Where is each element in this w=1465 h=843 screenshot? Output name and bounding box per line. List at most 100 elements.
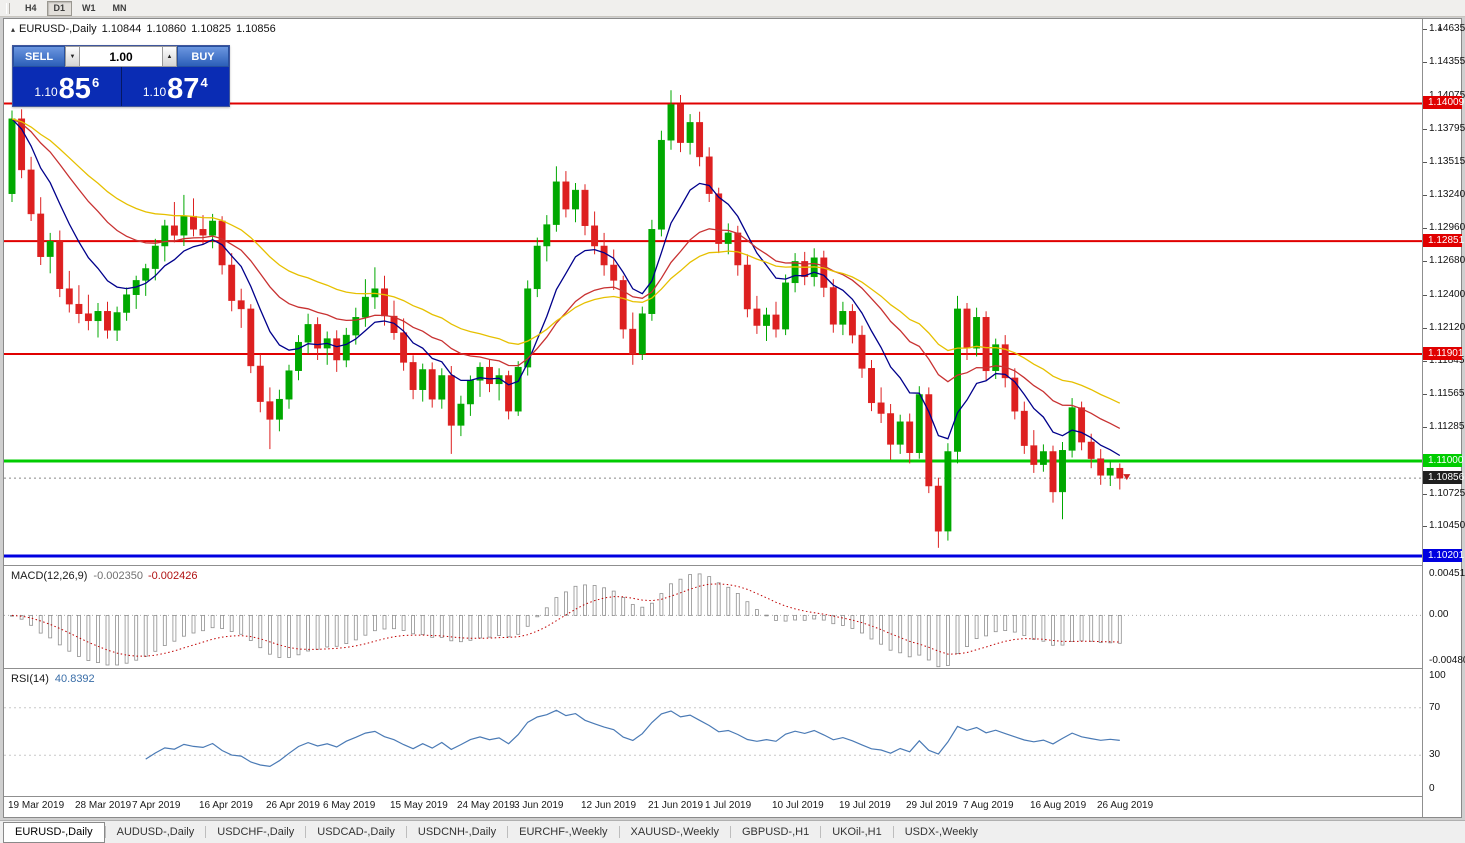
rsi-axis-label: 70 bbox=[1429, 702, 1441, 713]
date-axis-label: 7 Apr 2019 bbox=[132, 800, 181, 811]
ohlc-high: 1.10860 bbox=[146, 23, 187, 35]
price-axis-label: 1.12400 bbox=[1429, 289, 1465, 300]
price-axis-tick bbox=[1423, 494, 1427, 495]
rsi-axis-label: 0 bbox=[1429, 783, 1435, 794]
price-axis-label: 1.12120 bbox=[1429, 322, 1465, 333]
buy-price-prefix: 1.10 bbox=[142, 85, 167, 99]
price-axis-tick bbox=[1423, 29, 1427, 30]
tab-separator bbox=[104, 826, 106, 838]
tab-separator bbox=[205, 826, 207, 838]
date-axis-label: 1 Jul 2019 bbox=[705, 800, 752, 811]
date-axis-label: 19 Mar 2019 bbox=[8, 800, 65, 811]
sell-button[interactable]: SELL bbox=[13, 46, 65, 67]
price-tag: 1.11000 bbox=[1423, 454, 1463, 467]
one-click-trading-panel: SELL ▼ ▲ BUY 1.10 85 6 1.10 87 4 bbox=[12, 45, 230, 107]
price-axis-tick bbox=[1423, 162, 1427, 163]
price-axis-tick bbox=[1423, 295, 1427, 296]
timeframe-button-w1[interactable]: W1 bbox=[82, 2, 96, 13]
timeframe-toolbar: H4 D1 W1 MN bbox=[0, 0, 1465, 17]
price-chart-canvas[interactable] bbox=[4, 19, 1422, 565]
price-axis-tick bbox=[1423, 62, 1427, 63]
date-axis-label: 21 Jun 2019 bbox=[648, 800, 704, 811]
rsi-canvas[interactable] bbox=[4, 669, 1422, 796]
chart-tab-usdchf-daily[interactable]: USDCHF-,Daily bbox=[217, 825, 295, 838]
buy-price[interactable]: 1.10 87 4 bbox=[120, 67, 230, 106]
sell-price-prefix: 1.10 bbox=[34, 85, 58, 99]
price-axis-label: 1.10450 bbox=[1429, 520, 1465, 531]
date-axis-label: 3 Jun 2019 bbox=[514, 800, 564, 811]
panel-separator-macd[interactable] bbox=[4, 565, 1461, 566]
trade-panel-controls: SELL ▼ ▲ BUY bbox=[13, 46, 229, 67]
ohlc-close: 1.10856 bbox=[235, 23, 276, 35]
trade-panel-prices: 1.10 85 6 1.10 87 4 bbox=[13, 67, 229, 106]
timeframe-buttons: H4 D1 W1 MN bbox=[18, 0, 137, 16]
price-axis-tick bbox=[1423, 228, 1427, 229]
macd-name: MACD(12,26,9) bbox=[11, 570, 88, 582]
chart-tab-usdx-weekly[interactable]: USDX-,Weekly bbox=[904, 825, 978, 838]
buy-price-big: 87 bbox=[167, 73, 200, 105]
tab-separator bbox=[507, 826, 509, 838]
price-axis-label: 1.12960 bbox=[1429, 222, 1465, 233]
price-axis-tick bbox=[1423, 195, 1427, 196]
panel-separator-dates[interactable] bbox=[4, 796, 1461, 797]
sell-price-pip: 6 bbox=[91, 75, 100, 90]
date-axis-label: 26 Apr 2019 bbox=[266, 800, 320, 811]
price-axis-label: 1.14635 bbox=[1429, 23, 1465, 34]
price-axis-label: 1.13515 bbox=[1429, 156, 1465, 167]
tab-separator bbox=[820, 826, 822, 838]
lot-increase-button[interactable]: ▲ bbox=[162, 46, 177, 67]
price-axis[interactable]: ▲ 1.14635 1.14355 1.14075 1.13795 1.13515 1.1… bbox=[1422, 19, 1465, 817]
chart-title: ▴ EURUSD-,Daily 1.10844 1.10860 1.10825 1.108… bbox=[11, 23, 276, 35]
chart-tab-eurchf-weekly[interactable]: EURCHF-,Weekly bbox=[519, 825, 608, 838]
chart-tab-usdcnh-daily[interactable]: USDCNH-,Daily bbox=[417, 825, 497, 838]
axis-scroll-up-icon[interactable]: ▲ bbox=[1436, 23, 1444, 32]
toolbar-drag-handle[interactable] bbox=[6, 2, 10, 14]
sell-price[interactable]: 1.10 85 6 bbox=[13, 67, 121, 106]
price-axis-label: 1.11845 bbox=[1429, 355, 1465, 366]
chart-tab-ukoil-h1[interactable]: UKOil-,H1 bbox=[832, 825, 882, 838]
lot-decrease-button[interactable]: ▼ bbox=[65, 46, 80, 67]
lot-size-input[interactable] bbox=[80, 46, 162, 67]
chart-tab-audusd-daily[interactable]: AUDUSD-,Daily bbox=[116, 825, 195, 838]
chart-tabbar: EURUSD-,Daily AUDUSD-,Daily USDCHF-,Daily U… bbox=[0, 820, 1465, 843]
price-axis-tick bbox=[1423, 261, 1427, 262]
macd-canvas[interactable] bbox=[4, 566, 1422, 668]
price-tag: 1.10201 bbox=[1423, 549, 1464, 562]
timeframe-button-h4[interactable]: H4 bbox=[25, 2, 37, 13]
oneclick-collapse-icon[interactable]: ▴ bbox=[11, 25, 16, 34]
chart-tab-gbpusd-h1[interactable]: GBPUSD-,H1 bbox=[741, 825, 810, 838]
price-axis-label: 1.11565 bbox=[1429, 388, 1465, 399]
buy-price-pip: 4 bbox=[200, 75, 208, 90]
price-axis-label: 1.10725 bbox=[1429, 488, 1465, 499]
price-axis-tick bbox=[1423, 526, 1427, 527]
chart-tab-eurusd-daily[interactable]: EURUSD-,Daily bbox=[3, 821, 105, 843]
tab-separator bbox=[892, 826, 894, 838]
buy-button[interactable]: BUY bbox=[177, 46, 229, 67]
date-axis-label: 16 Apr 2019 bbox=[199, 800, 253, 811]
date-axis[interactable]: 19 Mar 2019 28 Mar 2019 7 Apr 2019 16 Apr 2… bbox=[4, 797, 1422, 816]
price-axis-label: 1.11285 bbox=[1429, 421, 1465, 432]
price-axis-tick bbox=[1423, 129, 1427, 130]
panel-separator-rsi[interactable] bbox=[4, 668, 1461, 669]
chart-tab-usdcad-daily[interactable]: USDCAD-,Daily bbox=[317, 825, 395, 838]
macd-signal-value: -0.002426 bbox=[147, 570, 198, 582]
timeframe-button-mn[interactable]: MN bbox=[112, 2, 127, 13]
date-axis-label: 16 Aug 2019 bbox=[1030, 800, 1087, 811]
macd-axis-label: -0.004806 bbox=[1429, 655, 1465, 666]
chart-tab-xauusd-weekly[interactable]: XAUUSD-,Weekly bbox=[630, 825, 719, 838]
timeframe-button-d1[interactable]: D1 bbox=[46, 0, 73, 16]
price-axis-label: 1.14075 bbox=[1429, 90, 1465, 102]
date-axis-label: 29 Jul 2019 bbox=[906, 800, 958, 811]
date-axis-label: 15 May 2019 bbox=[390, 800, 448, 811]
price-tag: 1.11901 bbox=[1423, 347, 1463, 360]
rsi-name: RSI(14) bbox=[11, 673, 49, 685]
ohlc-open: 1.10844 bbox=[101, 23, 142, 35]
tab-separator bbox=[405, 826, 407, 838]
chart-window: ▴ EURUSD-,Daily 1.10844 1.10860 1.10825 1.108… bbox=[3, 18, 1465, 818]
tab-separator bbox=[305, 826, 307, 838]
macd-axis-label: 0.004517 bbox=[1429, 568, 1465, 579]
price-axis-tick bbox=[1423, 328, 1427, 329]
price-axis-label: 1.13240 bbox=[1429, 189, 1465, 200]
price-tag: 1.12851 bbox=[1423, 234, 1464, 247]
